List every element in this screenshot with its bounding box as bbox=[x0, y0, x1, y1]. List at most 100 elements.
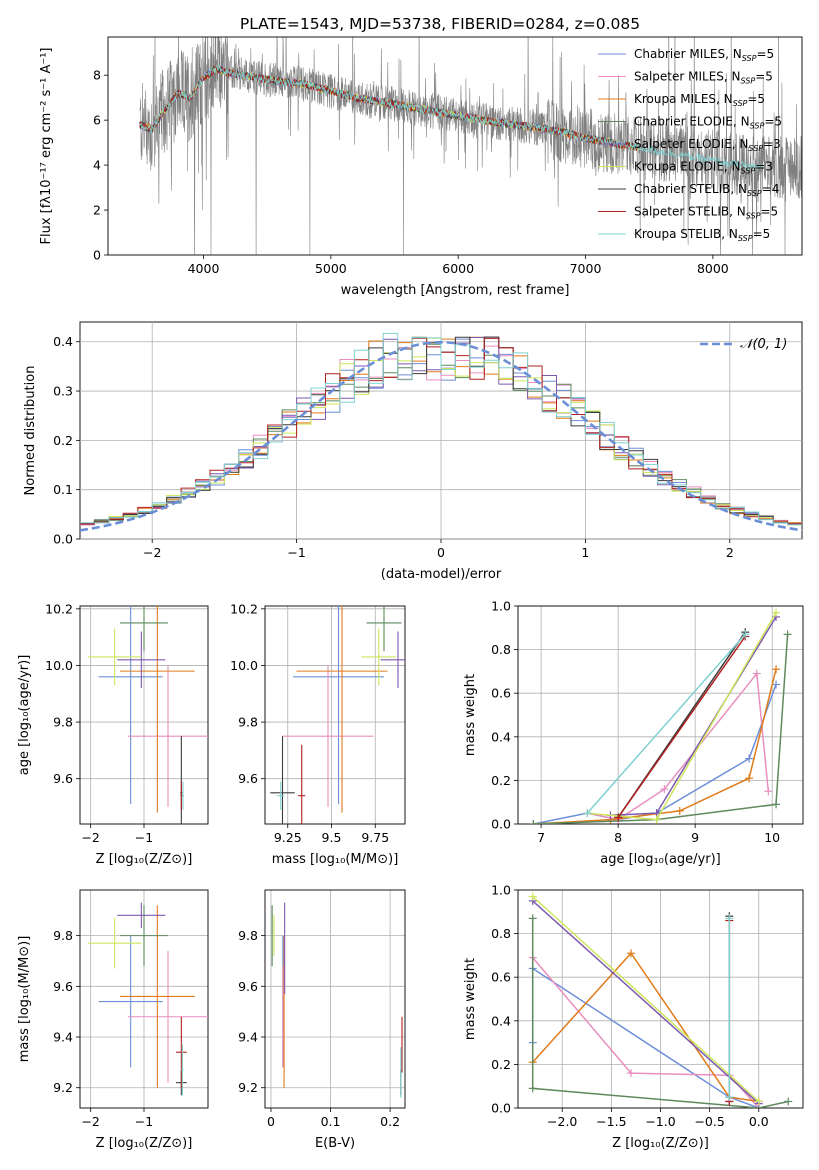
y-tick-label: 9.8 bbox=[53, 928, 73, 943]
legend-value: =5 bbox=[753, 227, 771, 241]
x-tick-label: −1.0 bbox=[645, 1114, 675, 1129]
y-tick-label: 0.3 bbox=[53, 384, 73, 399]
chart-age-vs-Z: −2 −1 9.6 9.8 10.0 10.2 Z [log₁₀(Z/Z⊙)] age [lo… bbox=[17, 601, 209, 867]
y-tick-label: 10.2 bbox=[230, 601, 258, 616]
y-tick-label: 0.1 bbox=[53, 482, 73, 497]
x-tick-label: −1 bbox=[135, 1114, 153, 1129]
y-tick-label: 1.0 bbox=[491, 599, 511, 614]
figure-title: PLATE=1543, MJD=53738, FIBERID=0284, z=0… bbox=[240, 15, 640, 33]
errorbar-plot-area bbox=[271, 902, 403, 1098]
x-tick-label: 9.25 bbox=[274, 830, 302, 845]
x-tick-label: −2 bbox=[81, 1114, 99, 1129]
axes-frame bbox=[107, 36, 803, 256]
y-tick-label: 0.4 bbox=[491, 729, 511, 744]
x-tick-label: 0.0 bbox=[749, 1114, 769, 1129]
y-tick-label: 9.8 bbox=[238, 715, 258, 730]
x-tick-label: 8 bbox=[614, 830, 622, 845]
legend-text: Chabrier ELODIE, N bbox=[634, 115, 750, 129]
y-tick-label: 9.4 bbox=[53, 1030, 73, 1045]
y-tick-label: 0.8 bbox=[491, 642, 511, 657]
weight-series-line bbox=[532, 895, 760, 1103]
y-tick-label: 0.6 bbox=[491, 970, 511, 985]
y-tick-label: 10.0 bbox=[230, 658, 258, 673]
weight-series-line bbox=[587, 612, 777, 821]
x-tick-label: −2 bbox=[81, 830, 99, 845]
legend-label: 𝒩(0, 1) bbox=[740, 337, 787, 352]
legend-label: Kroupa ELODIE, NSSP=3 bbox=[634, 160, 773, 176]
y-tick-label: 10.0 bbox=[45, 658, 73, 673]
weight-series-line bbox=[533, 684, 777, 824]
x-axis-label: age [log₁₀(age/yr)] bbox=[600, 852, 721, 867]
y-tick-label: 0.2 bbox=[491, 1057, 511, 1072]
x-axis-label: wavelength [Angstrom, rest frame] bbox=[341, 283, 570, 298]
x-tick-label: 5000 bbox=[315, 261, 347, 276]
x-tick-label: 9 bbox=[691, 830, 699, 845]
y-axis-label: mass weight bbox=[463, 958, 478, 1040]
weight-series-line bbox=[610, 616, 777, 817]
chart-spectrum: 4000 5000 6000 7000 8000 0 2 4 6 8 wavelength [Ang… bbox=[39, 36, 803, 298]
y-tick-label: 6 bbox=[93, 113, 101, 128]
weight-series-line bbox=[531, 967, 760, 1108]
y-tick-label: 9.4 bbox=[238, 1030, 258, 1045]
legend-text: Kroupa STELIB, N bbox=[634, 227, 738, 241]
legend-subscript: SSP bbox=[746, 212, 761, 221]
x-tick-label: −2.0 bbox=[547, 1114, 577, 1129]
x-tick-label: 4000 bbox=[188, 261, 220, 276]
y-tick-label: 9.6 bbox=[238, 771, 258, 786]
x-axis-label: Z [log₁₀(Z/Z⊙)] bbox=[612, 1136, 709, 1151]
legend-text: Salpeter ELODIE, N bbox=[634, 137, 748, 151]
x-axis-label: Z [log₁₀(Z/Z⊙)] bbox=[96, 1136, 193, 1151]
axes-frame bbox=[517, 605, 804, 825]
x-tick-label: 7 bbox=[537, 830, 545, 845]
legend-text: Chabrier STELIB, N bbox=[634, 182, 747, 196]
spectrum-plot-area bbox=[139, 37, 802, 255]
legend-label: Chabrier ELODIE, NSSP=5 bbox=[634, 115, 782, 131]
y-axis-label: mass weight bbox=[463, 674, 478, 756]
legend-subscript: SSP bbox=[742, 54, 757, 63]
y-tick-label: 1.0 bbox=[491, 883, 511, 898]
y-tick-label: 9.6 bbox=[53, 979, 73, 994]
x-tick-label: 7000 bbox=[570, 261, 602, 276]
axes-frame bbox=[517, 889, 804, 1109]
y-tick-label: 0.6 bbox=[491, 686, 511, 701]
y-tick-label: 8 bbox=[93, 68, 101, 83]
axes-frame bbox=[79, 889, 209, 1109]
legend-label: Kroupa MILES, NSSP=5 bbox=[634, 92, 765, 108]
legend-subscript: SSP bbox=[748, 144, 763, 153]
chart-age-vs-mass: 9.25 9.5 9.75 9.6 9.8 10.0 10.2 mass [log₁₀(M/M… bbox=[230, 601, 406, 867]
legend-value: =5 bbox=[747, 92, 765, 106]
errorbar-plot-area bbox=[88, 606, 208, 824]
axes-frame bbox=[264, 889, 406, 1109]
chart-mass-vs-Z: −2 −1 9.2 9.4 9.6 9.8 Z [log₁₀(Z/Z⊙)] mass [log… bbox=[17, 889, 209, 1151]
weight-plot-area bbox=[529, 608, 792, 824]
y-tick-label: 9.6 bbox=[53, 771, 73, 786]
legend-text: Salpeter STELIB, N bbox=[634, 205, 746, 219]
legend-label: Salpeter STELIB, NSSP=5 bbox=[634, 205, 778, 221]
x-tick-label: 9.5 bbox=[322, 830, 342, 845]
legend-value: =5 bbox=[756, 47, 774, 61]
y-tick-label: 9.8 bbox=[238, 928, 258, 943]
y-tick-label: 0.8 bbox=[491, 926, 511, 941]
x-tick-label: 10 bbox=[764, 830, 780, 845]
x-tick-label: 0.1 bbox=[321, 1114, 341, 1129]
errorbar-plot-area bbox=[270, 606, 405, 824]
legend-subscript: SSP bbox=[738, 234, 753, 243]
x-tick-label: 8000 bbox=[697, 261, 729, 276]
weight-series-line bbox=[617, 636, 746, 818]
y-tick-label: 2 bbox=[93, 203, 101, 218]
legend-value: =5 bbox=[755, 70, 773, 84]
y-tick-label: 0.0 bbox=[491, 1101, 511, 1116]
x-tick-label: −0.5 bbox=[694, 1114, 724, 1129]
normal-distribution-curve bbox=[80, 340, 802, 532]
x-tick-label: −1 bbox=[287, 545, 305, 560]
x-tick-label: −2 bbox=[143, 545, 161, 560]
weight-plot-area bbox=[528, 892, 793, 1108]
legend-value: =5 bbox=[760, 205, 778, 219]
x-tick-label: 2 bbox=[726, 545, 734, 560]
axes-frame bbox=[264, 605, 406, 825]
legend-subscript: SSP bbox=[750, 122, 765, 131]
y-tick-label: 9.2 bbox=[53, 1080, 73, 1095]
y-tick-label: 9.6 bbox=[238, 979, 258, 994]
y-tick-label: 0.0 bbox=[491, 817, 511, 832]
